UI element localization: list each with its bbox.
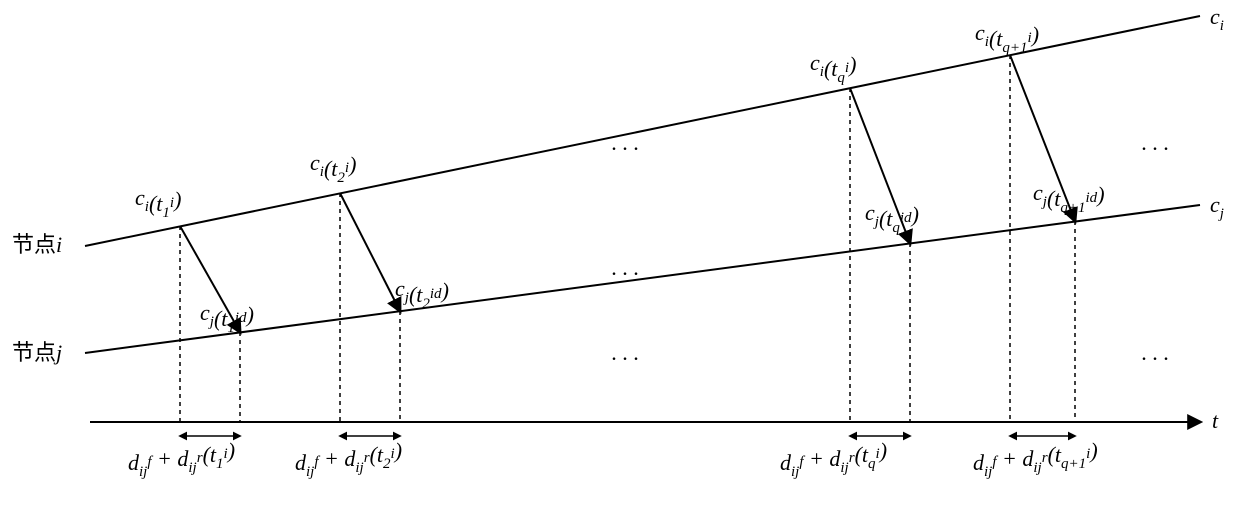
math-label: dijf + dijr(t2i) [295,438,402,480]
ellipsis: . . . [1141,340,1169,365]
math-label: ci(t1i) [135,185,181,221]
node-label: 节点j [12,340,62,365]
math-label: t [1212,408,1219,433]
math-label: dijf + dijr(tq+1i) [973,438,1098,480]
clock-line [85,16,1200,246]
math-label: ci(tqi) [810,50,856,86]
math-label: cj [1210,192,1224,222]
ellipsis: . . . [1141,130,1169,155]
math-label: dijf + dijr(tqi) [780,438,887,480]
message-arrow [340,193,400,311]
clock-line [85,205,1200,353]
math-label: dijf + dijr(t1i) [128,438,235,480]
math-label: ci(t2i) [310,150,356,186]
ellipsis: . . . [611,130,639,155]
math-label: ci [1210,4,1224,34]
math-label: cj(tqid) [865,200,919,236]
ellipsis: . . . [611,255,639,280]
ellipsis: . . . [611,340,639,365]
math-label: cj(tq+1id) [1033,180,1105,216]
math-label: cj(t1id) [200,300,254,336]
node-label: 节点i [12,232,62,257]
